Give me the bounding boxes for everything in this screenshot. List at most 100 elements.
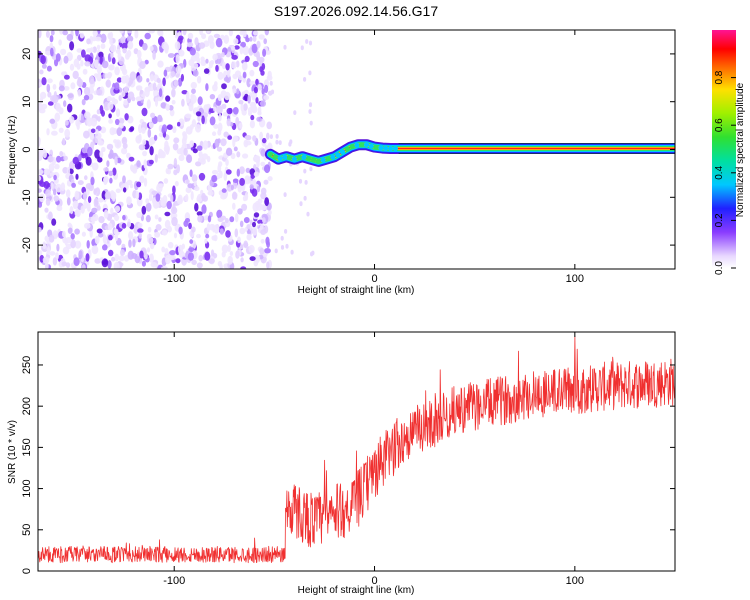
colorbar-label: Normalized spectral amplitude (735, 82, 746, 217)
noise-dot (196, 233, 201, 239)
noise-dot (190, 191, 194, 201)
noise-dot (154, 202, 160, 209)
noise-dot (134, 30, 139, 39)
noise-dot (148, 253, 154, 263)
signal-blob (359, 142, 365, 148)
noise-dot (49, 251, 56, 256)
noise-dot (115, 118, 120, 126)
noise-dot (40, 243, 47, 253)
noise-dot (47, 78, 53, 84)
noise-dot (110, 52, 114, 59)
noise-dot (230, 184, 234, 191)
noise-dot (300, 45, 304, 51)
noise-dot (266, 132, 270, 140)
noise-dot (76, 78, 84, 87)
noise-dot (95, 129, 99, 135)
noise-dot (158, 217, 162, 222)
spectrogram-y-tick-label: -10 (21, 189, 33, 205)
noise-dot (250, 114, 255, 121)
noise-dot (185, 179, 190, 185)
noise-dot (142, 139, 147, 146)
noise-dot (74, 240, 82, 249)
noise-dot (71, 182, 76, 188)
snr-y-tick-label: 100 (21, 479, 33, 497)
noise-dot (120, 90, 126, 98)
noise-dot (173, 79, 179, 87)
noise-dot (193, 69, 199, 77)
noise-dot (46, 246, 51, 255)
noise-dot (76, 122, 80, 130)
noise-dot (242, 71, 247, 79)
noise-dot (187, 183, 193, 189)
noise-dot (186, 154, 193, 163)
noise-dot (196, 262, 203, 269)
noise-dot (47, 91, 52, 98)
noise-dot (252, 60, 259, 68)
noise-dot (260, 148, 266, 157)
noise-dot (139, 61, 146, 69)
noise-dot (156, 77, 161, 84)
noise-dot (122, 214, 126, 221)
noise-dot (308, 102, 313, 108)
noise-dot (257, 198, 263, 204)
noise-dot (48, 211, 53, 221)
noise-dot (119, 30, 124, 34)
noise-dot (62, 246, 70, 255)
noise-dot (206, 30, 211, 34)
noise-dot (136, 181, 142, 188)
noise-dot (213, 234, 218, 242)
noise-dot (263, 95, 270, 101)
noise-dot (171, 88, 176, 98)
noise-dot (257, 84, 262, 91)
noise-dot (150, 261, 158, 268)
noise-dot (61, 71, 67, 76)
noise-dot (100, 126, 107, 134)
noise-dot (147, 128, 152, 138)
noise-dot (94, 135, 102, 145)
noise-dot (225, 158, 229, 166)
noise-dot (51, 218, 57, 226)
noise-dot (158, 88, 163, 98)
noise-dot (102, 244, 108, 251)
noise-dot (229, 216, 235, 223)
noise-dot (128, 239, 132, 248)
noise-dot (69, 116, 75, 124)
noise-dot (213, 33, 221, 39)
noise-dot (211, 175, 218, 183)
noise-dot (234, 45, 240, 50)
noise-dot (240, 41, 247, 48)
colorbar-tick-label: 0.6 (714, 118, 725, 132)
noise-dot (149, 242, 155, 250)
signal-blob (287, 155, 293, 161)
noise-dot (176, 164, 181, 174)
noise-dot (161, 127, 165, 134)
noise-dot (155, 193, 161, 202)
noise-dot (137, 228, 144, 233)
noise-dot (121, 222, 127, 229)
noise-dot (238, 122, 243, 129)
noise-dot (170, 194, 174, 203)
noise-dot (163, 178, 169, 184)
signal-blob (363, 142, 370, 148)
noise-dot (190, 81, 197, 89)
noise-dot (262, 217, 266, 224)
noise-dot (249, 256, 256, 261)
noise-dot (194, 202, 199, 212)
noise-dot (253, 86, 258, 94)
noise-dot (283, 44, 287, 50)
noise-dot (144, 87, 150, 98)
noise-dot (126, 49, 132, 58)
noise-dot (98, 233, 104, 238)
noise-dot (218, 113, 222, 122)
noise-dot (139, 250, 144, 259)
noise-dot (138, 232, 142, 239)
noise-dot (268, 209, 272, 216)
snr-xlabel: Height of straight line (km) (298, 585, 415, 596)
noise-dot (169, 250, 176, 256)
noise-dot (149, 122, 154, 129)
noise-dot (220, 194, 227, 200)
noise-dot (87, 146, 93, 157)
noise-dot (118, 123, 124, 129)
noise-dot (61, 261, 68, 267)
noise-dot (53, 195, 59, 202)
